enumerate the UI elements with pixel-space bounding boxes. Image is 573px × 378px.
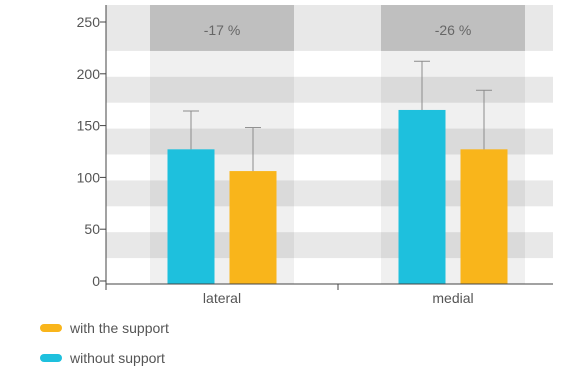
legend-label-with-support: with the support — [70, 320, 169, 336]
legend-label-without-support: without support — [70, 350, 165, 366]
axes — [105, 5, 553, 290]
grid-band — [106, 25, 553, 51]
y-tick-label-100: 100 — [77, 169, 101, 185]
legend-item-with-support: with the support — [40, 318, 169, 338]
legend-item-without-support: without support — [40, 348, 169, 368]
y-tick-label-250: 250 — [77, 14, 101, 30]
x-label-lateral: lateral — [203, 290, 241, 306]
bar-medial-1 — [460, 149, 508, 284]
x-labels: lateral medial — [203, 290, 474, 306]
annotation-medial: -26 % — [435, 22, 472, 38]
annotation-lateral: -17 % — [204, 22, 241, 38]
annotation-band-lateral — [150, 5, 294, 51]
legend-swatch-without-support — [40, 354, 62, 362]
grid-band — [106, 76, 553, 103]
bar-medial-0 — [398, 109, 446, 285]
x-label-medial: medial — [432, 290, 473, 306]
legend-swatch-with-support — [40, 324, 62, 332]
bars — [167, 109, 508, 285]
error-bars — [183, 60, 492, 172]
annotations: -17 % -26 % — [204, 22, 472, 38]
legend: with the support without support — [40, 318, 169, 378]
y-tick-label-50: 50 — [84, 221, 100, 237]
y-tick-label-0: 0 — [92, 273, 100, 289]
y-tick-label-200: 200 — [77, 66, 101, 82]
bar-lateral-1 — [229, 171, 277, 284]
annotation-band-medial — [381, 5, 525, 51]
bar-lateral-0 — [167, 149, 215, 284]
y-tick-label-150: 150 — [77, 118, 101, 134]
grid-band — [106, 5, 553, 26]
y-ticks: 0 50 100 150 200 250 — [77, 14, 106, 289]
